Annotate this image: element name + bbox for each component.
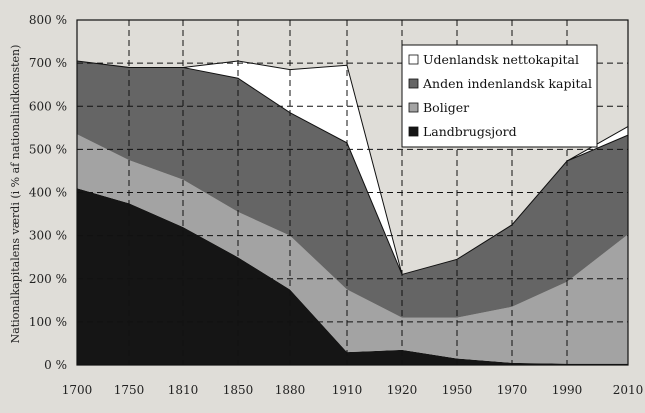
x-tick-labels: 1700 1750 1810 1850 1880 1910 1920 1950 1970 1990…: [62, 383, 644, 397]
legend-swatch: [408, 78, 419, 89]
legend: Udenlandsk nettokapital Anden indenlandsk…: [401, 44, 598, 148]
y-tick-label: 800 %: [29, 13, 67, 27]
y-tick-label: 700 %: [29, 56, 67, 70]
x-tick-label: 1970: [497, 383, 528, 397]
y-tick-labels: 0 % 100 % 200 % 300 % 400 % 500 % 600 % 700 % 80…: [29, 13, 67, 372]
x-tick-label: 1950: [442, 383, 473, 397]
legend-box: [401, 44, 598, 148]
y-tick-label: 300 %: [29, 229, 67, 243]
y-tick-label: 600 %: [29, 99, 67, 113]
x-tick-label: 1910: [332, 383, 363, 397]
area-anden-indenlandsk-kapital: [77, 60, 628, 318]
x-tick-label: 1810: [168, 383, 199, 397]
y-tick-label: 500 %: [29, 142, 67, 156]
plot-frame: [76, 19, 629, 366]
x-tick-label: 2010: [613, 383, 644, 397]
x-tick-label: 1920: [387, 383, 418, 397]
y-tick-label: 200 %: [29, 272, 67, 286]
x-tick-label: 1700: [62, 383, 93, 397]
y-tick-label: 100 %: [29, 315, 67, 329]
x-tick-label: 1990: [552, 383, 583, 397]
legend-swatch: [408, 102, 419, 113]
legend-label: Anden indenlandsk kapital: [422, 76, 592, 91]
x-tick-label: 1850: [223, 383, 254, 397]
legend-swatch: [408, 54, 419, 65]
x-tick-label: 1880: [275, 383, 306, 397]
chart-axes: [76, 19, 629, 366]
y-axis-label: Nationalkapitalens værdi (i % af nationa…: [9, 45, 22, 344]
legend-label: Boliger: [423, 100, 469, 115]
chart-areas: [76, 60, 629, 365]
legend-swatch: [408, 126, 419, 137]
y-tick-label: 0 %: [44, 358, 67, 372]
legend-label: Landbrugsjord: [423, 124, 517, 139]
legend-label: Udenlandsk nettokapital: [423, 52, 579, 67]
x-tick-label: 1750: [114, 383, 145, 397]
y-tick-label: 400 %: [29, 186, 67, 200]
area-landbrugsjord: [77, 188, 628, 365]
area-boliger: [77, 134, 628, 364]
